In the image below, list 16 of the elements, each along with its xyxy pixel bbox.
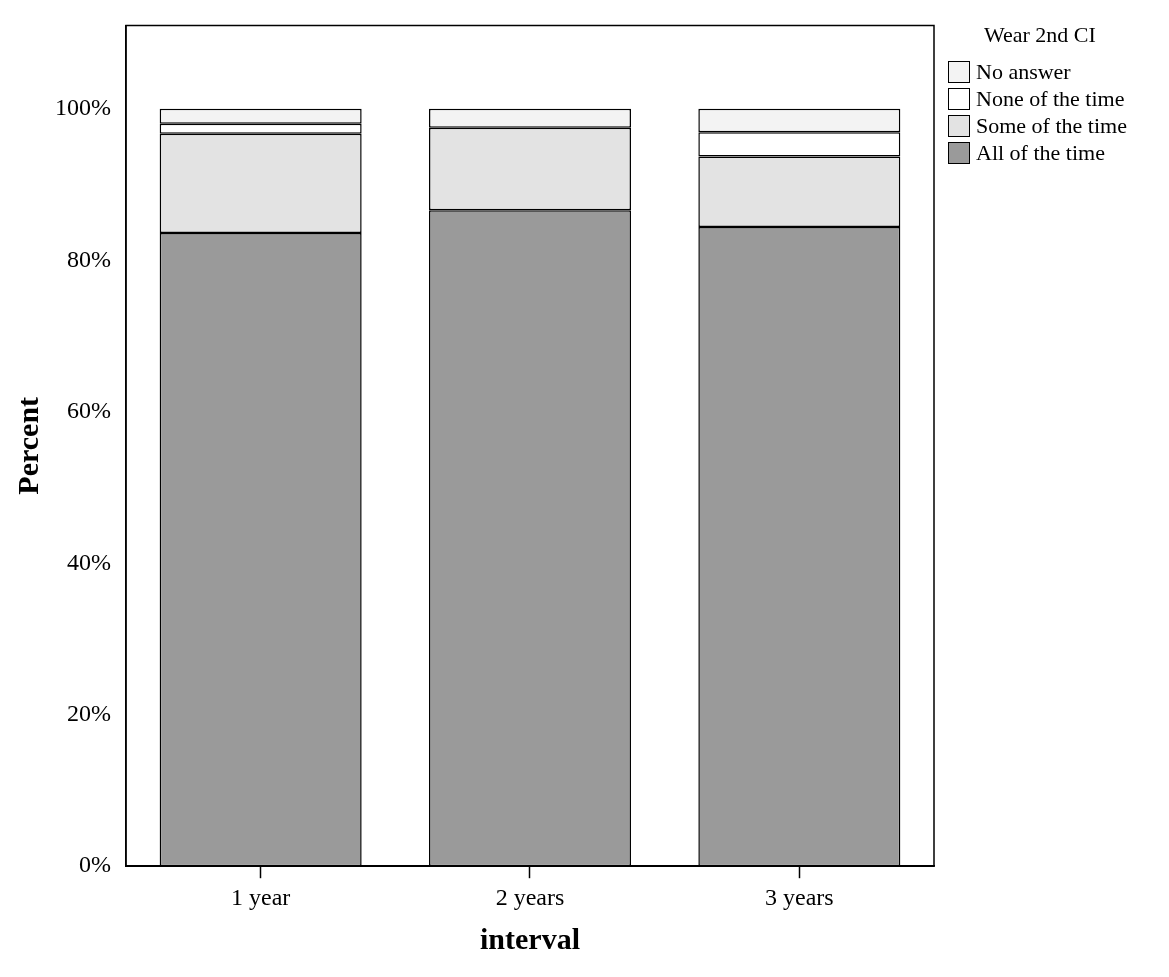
x-tick-label: 2 years [495, 883, 565, 910]
legend-title: Wear 2nd CI [983, 22, 1097, 48]
y-tick-label: 0% [78, 851, 111, 878]
x-tick-label: 3 years [765, 883, 834, 910]
y-tick-label: 20% [66, 700, 111, 726]
y-tick-label: 100% [54, 94, 111, 121]
x-tick-label: 1 year [231, 883, 291, 910]
legend-label: No answer [976, 58, 1071, 85]
y-tick-label: 60% [66, 397, 111, 424]
legend-label: None of the time [976, 85, 1125, 112]
text: All of the time [976, 139, 1105, 166]
legend-label: Some of the time [976, 112, 1127, 139]
x-axis-title: interval [480, 921, 580, 955]
y-tick-label: 80% [66, 245, 111, 272]
y-axis-title: Percent [10, 396, 44, 495]
y-tick-label: 40% [66, 548, 111, 575]
